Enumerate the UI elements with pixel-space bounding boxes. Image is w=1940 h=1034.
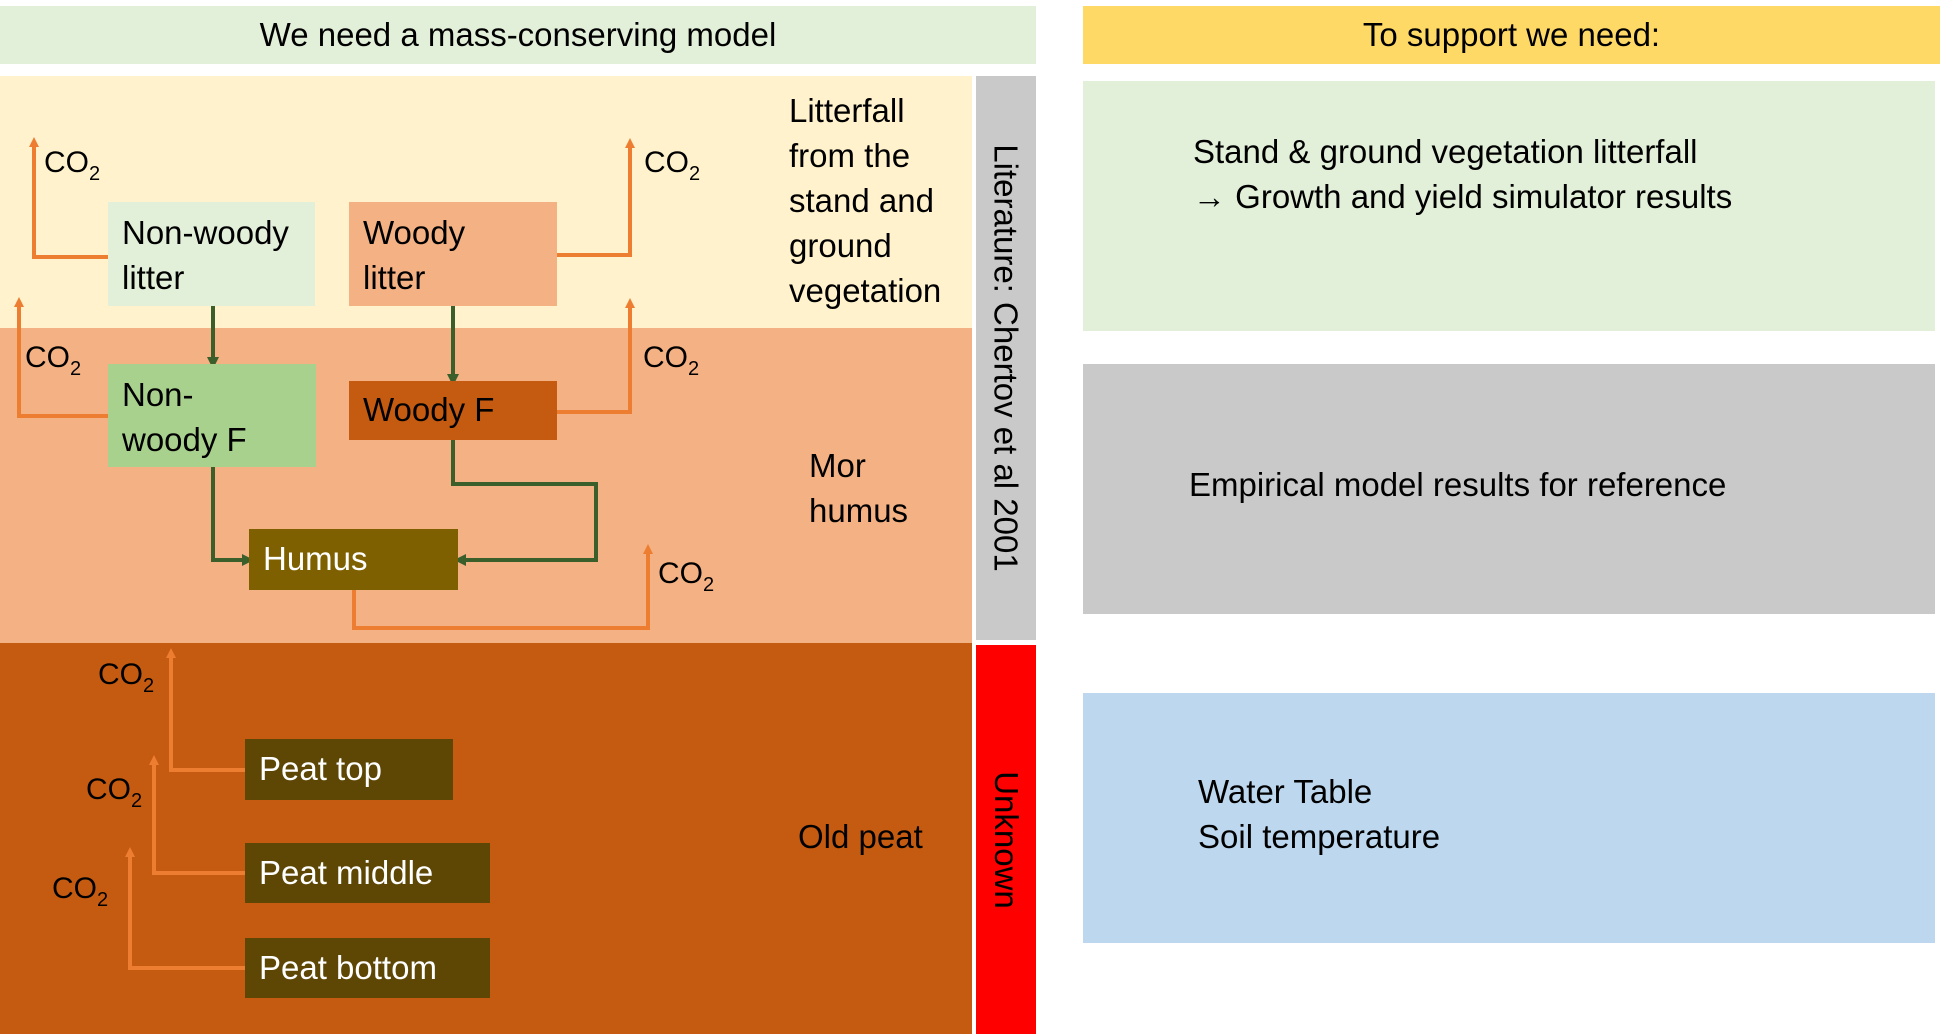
mor-humus-line-2: humus: [809, 492, 909, 529]
peat-bottom-box: Peat bottom: [245, 938, 490, 998]
co2-label-3: CO2: [25, 341, 81, 380]
non-woody-litter-line-2: litter: [122, 259, 185, 296]
water-table-text: Water Table: [1198, 773, 1373, 810]
co2-arrow-non-woody-f: [14, 297, 108, 418]
old-peat-text: Old peat: [798, 818, 923, 855]
co2-arrow-non-woody-litter: [29, 137, 108, 259]
non-woody-f-box: Non- woody F: [108, 364, 316, 467]
soil-temperature-text: Soil temperature: [1198, 818, 1441, 855]
litterfall-line-4: ground: [789, 227, 892, 264]
woody-f-box: Woody F: [349, 381, 557, 440]
co2-arrow-peat-bottom: [125, 847, 245, 970]
humus-text: Humus: [263, 540, 368, 577]
peat-middle-text: Peat middle: [259, 854, 434, 891]
peat-top-text: Peat top: [259, 750, 382, 787]
co2-label-6: CO2: [98, 658, 154, 697]
co2-label-1: CO2: [44, 146, 100, 185]
co2-label-5: CO2: [658, 557, 714, 596]
empirical-reference-text: Empirical model results for reference: [1189, 466, 1727, 503]
environment-panel: Water Table Soil temperature: [1083, 693, 1935, 943]
literature-bar: Literature: Chertov et al 2001: [976, 76, 1036, 640]
right-header-text: To support we need:: [1362, 16, 1661, 53]
litterfall-line-2: from the: [789, 137, 911, 174]
woody-litter-line-2: litter: [363, 259, 426, 296]
non-woody-litter-box: Non-woody litter: [108, 202, 315, 306]
woody-f-text: Woody F: [363, 391, 495, 428]
litterfall-line-3: stand and: [789, 182, 934, 219]
flow-non-woody-f-to-humus: [211, 467, 254, 566]
flow-arrows: CO2 CO2 CO2 CO2 CO2 CO2 CO2 CO2: [14, 137, 714, 970]
peat-top-box: Peat top: [245, 739, 453, 800]
peat-middle-box: Peat middle: [245, 843, 490, 903]
non-woody-f-line-1: Non-: [122, 376, 194, 413]
right-header: To support we need:: [1083, 6, 1940, 64]
left-header: We need a mass-conserving model: [0, 6, 1036, 64]
unknown-label: Unknown: [988, 770, 1026, 909]
mor-humus-line-1: Mor: [809, 447, 866, 484]
litterfall-requirement-line-1: Stand & ground vegetation litterfall: [1193, 133, 1698, 170]
non-woody-litter-line-1: Non-woody: [122, 214, 289, 251]
old-peat-label: Old peat: [798, 814, 968, 859]
litterfall-label: Litterfall from the stand and ground veg…: [789, 88, 969, 313]
co2-arrow-woody-f: [557, 298, 635, 414]
co2-label-2: CO2: [644, 146, 700, 185]
co2-label-4: CO2: [643, 341, 699, 380]
co2-arrow-humus: [352, 544, 653, 630]
humus-box: Humus: [249, 529, 458, 590]
co2-label-7: CO2: [86, 773, 142, 812]
litterfall-line-1: Litterfall: [789, 92, 905, 129]
peat-bottom-text: Peat bottom: [259, 949, 437, 986]
co2-arrow-peat-top: [166, 648, 245, 772]
unknown-bar: Unknown: [976, 645, 1036, 1034]
litterfall-line-5: vegetation: [789, 272, 942, 309]
mor-humus-label: Mor humus: [809, 443, 959, 533]
co2-arrow-peat-middle: [149, 755, 245, 875]
woody-litter-box: Woody litter: [349, 202, 557, 306]
co2-label-8: CO2: [52, 872, 108, 911]
co2-arrow-woody-litter: [557, 138, 635, 257]
left-header-text: We need a mass-conserving model: [259, 16, 777, 53]
flow-woody-f-to-humus: [451, 440, 598, 566]
litterfall-requirement-panel: Stand & ground vegetation litterfall → G…: [1083, 81, 1935, 331]
litterfall-requirement-line-2: → Growth and yield simulator results: [1193, 178, 1733, 215]
literature-label: Literature: Chertov et al 2001: [988, 144, 1026, 572]
non-woody-f-line-2: woody F: [122, 421, 247, 458]
empirical-reference-panel: Empirical model results for reference: [1083, 364, 1935, 614]
woody-litter-line-1: Woody: [363, 214, 466, 251]
